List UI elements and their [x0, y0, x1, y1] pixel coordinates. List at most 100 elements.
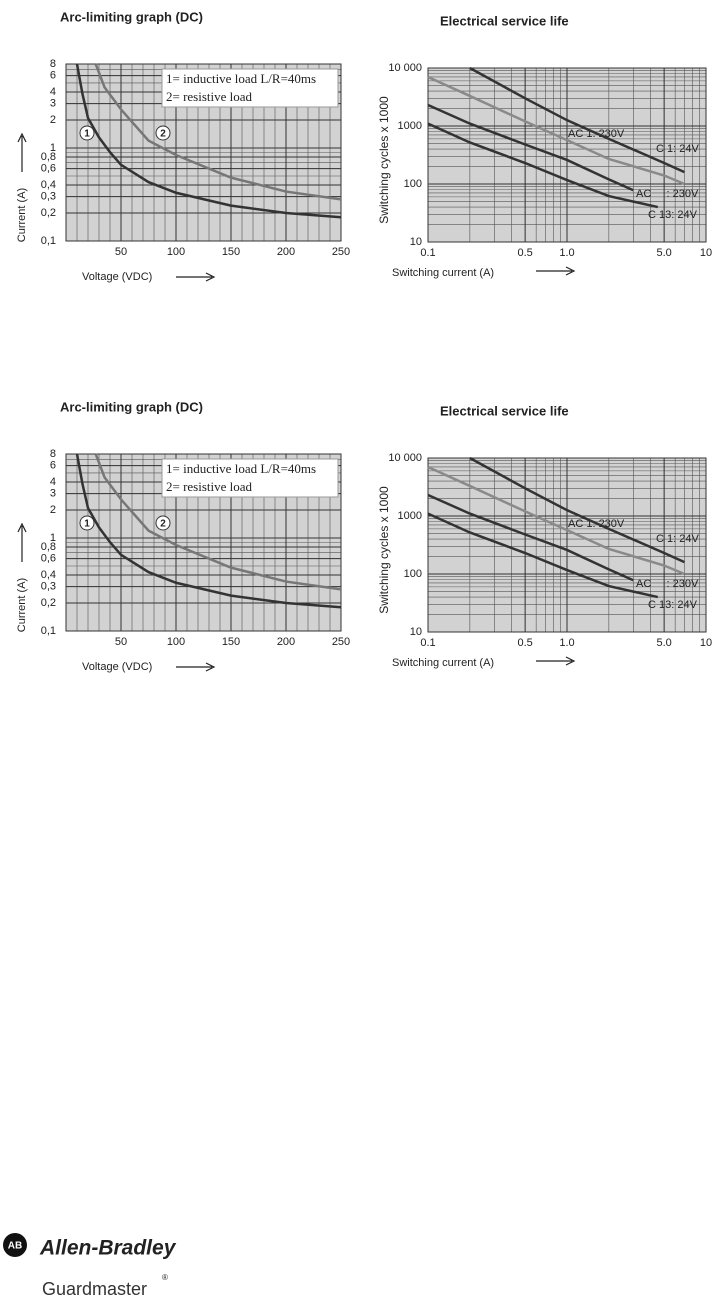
- y-tick-label: 8: [50, 448, 56, 460]
- series-label: 1: [84, 129, 90, 140]
- x-tick-label: 250: [332, 246, 350, 258]
- x-tick-label: 200: [277, 636, 295, 648]
- series-label: 2: [160, 519, 166, 530]
- y-tick-label: 8: [50, 58, 56, 70]
- series-line: [427, 103, 634, 192]
- x-tick-label: 50: [115, 246, 127, 258]
- series-badge: [79, 515, 95, 531]
- x-tick-label: 10: [700, 637, 712, 649]
- product-name: Guardmaster: [42, 1279, 147, 1299]
- y-tick-label: 0,2: [41, 597, 56, 609]
- series-line: [469, 456, 685, 564]
- series-line: [75, 63, 342, 219]
- axis-arrow: [536, 266, 576, 276]
- x-tick-label: 10: [700, 247, 712, 259]
- y-axis-label: Switching cycles x 1000: [377, 96, 391, 224]
- y-tick-label: 1: [50, 532, 56, 544]
- legend-note: 2= resistive load: [166, 479, 253, 494]
- y-tick-label: 0,1: [41, 625, 56, 637]
- series-label: C 13: 24V: [648, 599, 698, 611]
- y-tick-label: 10 000: [388, 62, 422, 74]
- y-tick-label: 3: [50, 98, 56, 110]
- chart-title: Electrical service life: [440, 403, 569, 418]
- axis-arrow: [536, 656, 576, 666]
- y-tick-label: 0,8: [41, 541, 56, 553]
- series-line: [94, 63, 342, 201]
- legend-box: [161, 458, 339, 498]
- y-tick-label: 6: [50, 460, 56, 472]
- y-tick-label: 0,4: [41, 179, 56, 191]
- y-tick-label: 1000: [398, 510, 422, 522]
- logo-badge: [3, 1233, 27, 1257]
- y-axis-label: Current (A): [16, 188, 28, 242]
- series-badge: [155, 125, 171, 141]
- y-tick-label: 6: [50, 70, 56, 82]
- y-tick-label: 0,3: [41, 191, 56, 203]
- x-axis-label: Voltage (VDC): [82, 661, 152, 673]
- y-tick-label: 10: [410, 236, 422, 248]
- series-line: [427, 512, 659, 599]
- series-label: C 1: 24V: [656, 533, 699, 545]
- x-tick-label: 5.0: [657, 637, 672, 649]
- series-badge: [155, 515, 171, 531]
- x-axis-label: Voltage (VDC): [82, 271, 152, 283]
- x-tick-label: 0.1: [420, 637, 435, 649]
- logo-mark: AB: [8, 1241, 22, 1252]
- x-tick-label: 100: [167, 246, 185, 258]
- y-tick-label: 2: [50, 504, 56, 516]
- series-line: [427, 75, 685, 186]
- axis-arrow: [17, 522, 27, 562]
- y-tick-label: 0,6: [41, 553, 56, 565]
- series-line: [427, 122, 659, 209]
- y-tick-label: 0,6: [41, 163, 56, 175]
- legend-box: [161, 68, 339, 108]
- x-tick-label: 250: [332, 636, 350, 648]
- y-tick-label: 4: [50, 86, 56, 98]
- y-tick-label: 2: [50, 114, 56, 126]
- y-tick-label: 0,8: [41, 151, 56, 163]
- series-label: 2: [160, 129, 166, 140]
- series-label: C 1: 24V: [656, 143, 699, 155]
- x-tick-label: 1.0: [559, 637, 574, 649]
- chart-title: Arc-limiting graph (DC): [60, 399, 203, 414]
- y-tick-label: 0,4: [41, 569, 56, 581]
- axis-arrow: [176, 662, 216, 672]
- y-tick-label: 100: [404, 568, 422, 580]
- x-tick-label: 150: [222, 636, 240, 648]
- y-axis-label: Switching cycles x 1000: [377, 486, 391, 614]
- legend-note: 1= inductive load L/R=40ms: [166, 71, 316, 86]
- axis-arrow: [17, 132, 27, 172]
- y-tick-label: 0,2: [41, 207, 56, 219]
- x-tick-label: 0.5: [518, 247, 533, 259]
- series-line: [75, 453, 342, 609]
- series-line: [427, 493, 634, 582]
- x-axis-label: Switching current (A): [392, 657, 494, 669]
- y-tick-label: 1000: [398, 120, 422, 132]
- y-tick-label: 4: [50, 476, 56, 488]
- x-tick-label: 5.0: [657, 247, 672, 259]
- series-line: [427, 465, 685, 576]
- y-tick-label: 0,3: [41, 581, 56, 593]
- x-tick-label: 1.0: [559, 247, 574, 259]
- series-line: [94, 453, 342, 591]
- legend-note: 1= inductive load L/R=40ms: [166, 461, 316, 476]
- axis-arrow: [176, 272, 216, 282]
- x-tick-label: 50: [115, 636, 127, 648]
- x-axis-label: Switching current (A): [392, 267, 494, 279]
- chart-title: Arc-limiting graph (DC): [60, 9, 203, 24]
- series-label: AC : 230V: [636, 188, 699, 200]
- x-tick-label: 0.5: [518, 637, 533, 649]
- x-tick-label: 150: [222, 246, 240, 258]
- registered-mark: ®: [162, 1273, 168, 1282]
- y-tick-label: 0,1: [41, 235, 56, 247]
- y-tick-label: 1: [50, 142, 56, 154]
- x-tick-label: 0.1: [420, 247, 435, 259]
- x-tick-label: 200: [277, 246, 295, 258]
- x-tick-label: 100: [167, 636, 185, 648]
- y-axis-label: Current (A): [16, 578, 28, 632]
